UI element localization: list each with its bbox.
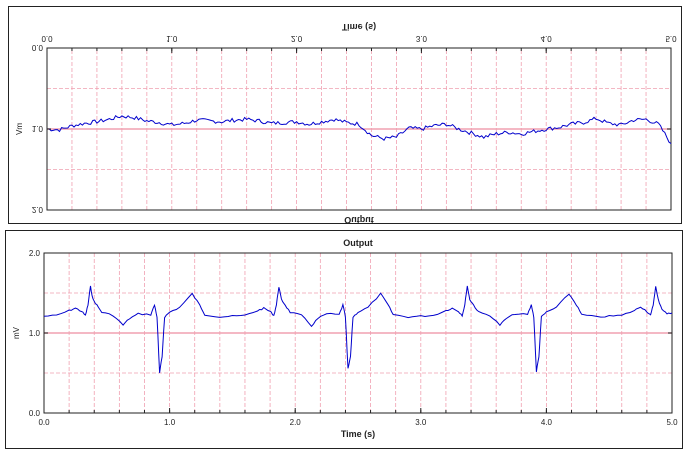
x-axis-label: Time (s)	[341, 429, 375, 439]
chart-title: Output	[343, 238, 373, 248]
x-tick-label: 0.0	[41, 34, 53, 43]
y-tick-label: 0.0	[29, 409, 41, 418]
input-chart-panel-flipped: 0.0 1.0 2.0 3.0 4.0 5.0 0.0 1.0 2.0 Output Time (s…	[8, 6, 682, 224]
chart-title: Output	[344, 215, 374, 223]
x-tick-label: 5.0	[665, 34, 677, 43]
x-tick-label: 3.0	[415, 418, 427, 427]
y-axis-label: mV	[12, 326, 21, 339]
x-tick-label: 4.0	[541, 34, 553, 43]
x-tick-label: 1.0	[164, 418, 176, 427]
y-tick-label: 1.0	[29, 329, 41, 338]
y-tick-label: 0.0	[32, 43, 44, 52]
x-tick-label: 2.0	[291, 34, 303, 43]
x-tick-label: 0.0	[38, 418, 50, 427]
y-tick-label: 2.0	[29, 249, 41, 258]
output-chart: 0.0 1.0 2.0 3.0 4.0 5.0 0.0 1.0 2.0 Output Time (s…	[12, 238, 678, 439]
y-axis-label: mV	[15, 123, 24, 136]
x-tick-label: 2.0	[290, 418, 302, 427]
y-tick-label: 1.0	[32, 124, 44, 133]
x-tick-label: 4.0	[541, 418, 553, 427]
x-axis-label: Time (s)	[342, 22, 376, 32]
series-line	[43, 285, 673, 373]
series-line	[46, 114, 672, 144]
input-chart: 0.0 1.0 2.0 3.0 4.0 5.0 0.0 1.0 2.0 Output Time (s…	[15, 22, 677, 223]
x-tick-label: 3.0	[416, 34, 428, 43]
x-tick-label: 1.0	[166, 34, 178, 43]
y-tick-label: 2.0	[32, 205, 44, 214]
x-tick-label: 5.0	[666, 418, 678, 427]
output-chart-panel: 0.0 1.0 2.0 3.0 4.0 5.0 0.0 1.0 2.0 Output Time (s…	[5, 230, 683, 449]
